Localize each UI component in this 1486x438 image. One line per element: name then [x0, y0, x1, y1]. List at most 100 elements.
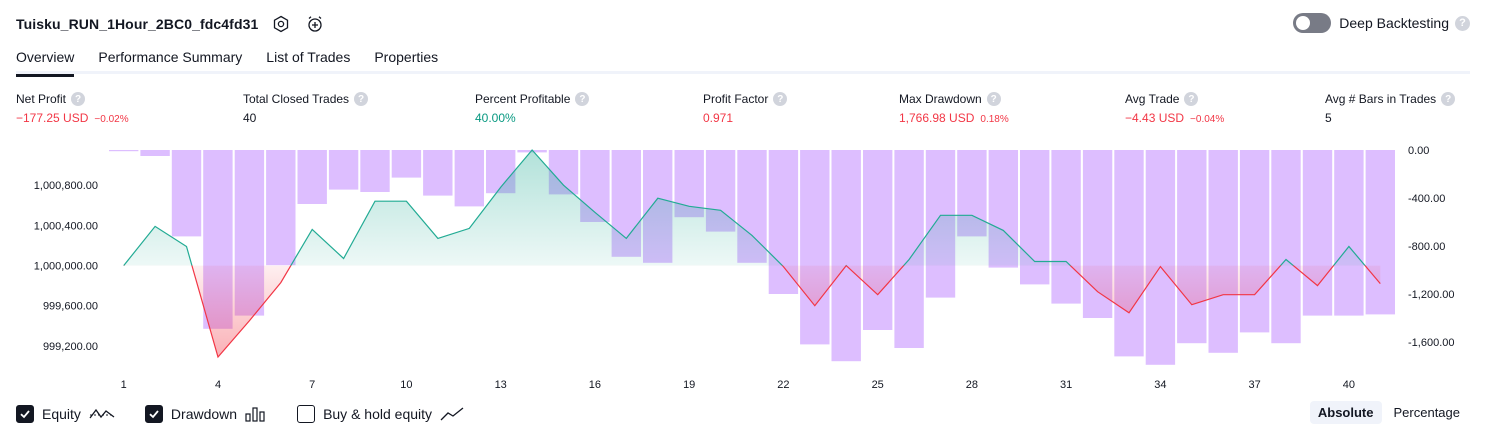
- metric-label: Percent Profitable: [475, 92, 571, 106]
- left-axis-tick-label: 999,200.00: [43, 341, 98, 353]
- metric-percent: 0.18%: [980, 114, 1009, 125]
- x-axis-tick-label: 7: [309, 379, 315, 391]
- legend-buy-hold-equity[interactable]: Buy & hold equity: [297, 405, 464, 423]
- x-axis-tick-label: 4: [215, 379, 221, 391]
- legend-equity[interactable]: Equity: [16, 405, 115, 423]
- drawdown-bar: [800, 150, 830, 345]
- info-icon[interactable]: ?: [575, 92, 590, 106]
- checkbox-buy-hold-equity[interactable]: [297, 405, 316, 423]
- info-icon[interactable]: ?: [354, 92, 369, 106]
- metrics-row: Net Profit? −177.25 USD −0.02% Total Clos…: [16, 92, 1470, 132]
- drawdown-bar: [423, 150, 453, 196]
- metric-label: Profit Factor: [703, 92, 769, 106]
- legend-drawdown[interactable]: Drawdown: [144, 405, 267, 423]
- metric-net-profit: Net Profit? −177.25 USD −0.02%: [16, 92, 129, 125]
- info-icon[interactable]: ?: [1184, 92, 1199, 106]
- left-axis-tick-label: 999,600.00: [43, 301, 98, 313]
- tab-overview[interactable]: Overview: [16, 46, 75, 77]
- drawdown-bar: [140, 150, 170, 156]
- help-icon[interactable]: ?: [1455, 15, 1470, 31]
- tab-performance-summary[interactable]: Performance Summary: [98, 49, 243, 65]
- metric-avg-trade: Avg Trade? −4.43 USD −0.04%: [1125, 92, 1224, 125]
- drawdown-bar: [328, 150, 359, 190]
- drawdown-bar: [1334, 150, 1364, 316]
- x-axis-tick-label: 25: [872, 379, 884, 391]
- right-axis-tick-label: -400.00: [1408, 193, 1445, 205]
- metric-value: 0.971: [703, 111, 734, 125]
- tab-list-of-trades[interactable]: List of Trades: [266, 49, 351, 65]
- info-icon[interactable]: ?: [1441, 92, 1456, 106]
- x-axis-tick-label: 10: [400, 379, 412, 391]
- metric-percent: −0.04%: [1190, 114, 1225, 125]
- mode-absolute[interactable]: Absolute: [1309, 401, 1382, 424]
- left-axis-tick-label: 1,000,400.00: [34, 220, 98, 232]
- metric-profit-factor: Profit Factor? 0.971: [703, 92, 788, 125]
- x-axis-tick-label: 34: [1154, 379, 1166, 391]
- drawdown-bar: [1114, 150, 1144, 357]
- legend-label: Equity: [42, 406, 81, 422]
- metric-label: Net Profit: [16, 92, 67, 106]
- drawdown-bar: [1051, 150, 1081, 304]
- metric-avg-bars-in-trades: Avg # Bars in Trades? 5: [1325, 92, 1456, 125]
- strategy-header: Tuisku_RUN_1Hour_2BC0_fdc4fd31: [16, 12, 326, 36]
- drawdown-bar: [171, 150, 202, 237]
- metric-label: Avg Trade: [1125, 92, 1180, 106]
- right-axis-tick-label: -1,200.00: [1408, 289, 1454, 301]
- right-axis-tick-label: -1,600.00: [1408, 337, 1454, 349]
- x-axis-tick-label: 13: [495, 379, 507, 391]
- left-axis-tick-label: 1,000,000.00: [34, 261, 98, 273]
- drawdown-bar: [297, 150, 327, 204]
- drawdown-bar: [109, 150, 139, 152]
- metric-value: −177.25 USD: [16, 111, 89, 125]
- alarm-add-icon[interactable]: [304, 13, 326, 35]
- drawdown-bar: [1208, 150, 1238, 353]
- drawdown-bar: [391, 150, 422, 178]
- equity-line-negative: [123, 265, 1381, 359]
- metric-value: 40: [243, 111, 257, 125]
- drawdown-bar: [1365, 150, 1395, 315]
- legend-label: Drawdown: [170, 406, 238, 422]
- metric-percent: −0.02%: [94, 114, 129, 125]
- chart-legend: Equity Drawdown Buy & hold equity: [16, 402, 494, 426]
- mode-percentage[interactable]: Percentage: [1393, 405, 1461, 420]
- x-axis-tick-label: 28: [966, 379, 978, 391]
- deep-backtesting-label: Deep Backtesting: [1339, 15, 1449, 31]
- info-icon[interactable]: ?: [986, 92, 1001, 106]
- equity-line-positive: [123, 149, 1366, 266]
- display-mode-switch: Absolute Percentage: [1306, 401, 1468, 424]
- info-icon[interactable]: ?: [773, 92, 788, 106]
- drawdown-bar: [360, 150, 390, 192]
- equity-line-icon: [89, 406, 115, 422]
- drawdown-bar: [1271, 150, 1301, 344]
- checkbox-equity[interactable]: [16, 405, 34, 423]
- checkbox-drawdown[interactable]: [144, 405, 163, 423]
- drawdown-bar: [1302, 150, 1333, 316]
- metric-value: 40.00%: [475, 111, 516, 125]
- metric-label: Avg # Bars in Trades: [1325, 92, 1437, 106]
- settings-icon[interactable]: [270, 13, 292, 35]
- deep-backtesting-toggle[interactable]: [1293, 13, 1332, 33]
- x-axis-tick-label: 1: [121, 379, 127, 391]
- tab-properties[interactable]: Properties: [374, 49, 439, 65]
- x-axis-tick-label: 31: [1060, 379, 1072, 391]
- drawdown-bar: [454, 150, 484, 207]
- buy-hold-line-icon: [440, 406, 464, 422]
- strategy-name: Tuisku_RUN_1Hour_2BC0_fdc4fd31: [16, 16, 259, 32]
- info-icon[interactable]: ?: [71, 92, 86, 106]
- left-axis-tick-label: 1,000,800.00: [34, 180, 98, 192]
- x-axis-tick-label: 40: [1343, 379, 1355, 391]
- equity-drawdown-chart[interactable]: 1,000,800.00 1,000,400.00 1,000,000.00 999,…: [0, 140, 1486, 395]
- x-axis-tick-label: 16: [589, 379, 601, 391]
- metric-label: Total Closed Trades: [243, 92, 350, 106]
- equity-area-positive: [123, 150, 1366, 266]
- drawdown-bar: [1239, 150, 1270, 333]
- drawdown-bar: [1145, 150, 1176, 365]
- metric-percent-profitable: Percent Profitable? 40.00%: [475, 92, 590, 125]
- right-axis-tick-label: 0.00: [1408, 145, 1429, 157]
- metric-value: 1,766.98 USD: [899, 111, 975, 125]
- metric-value: 5: [1325, 111, 1332, 125]
- tab-bar: Overview Performance Summary List of Tra…: [16, 46, 1470, 77]
- metric-label: Max Drawdown: [899, 92, 982, 106]
- x-axis-tick-label: 19: [683, 379, 695, 391]
- equity-area-negative: [123, 265, 1381, 357]
